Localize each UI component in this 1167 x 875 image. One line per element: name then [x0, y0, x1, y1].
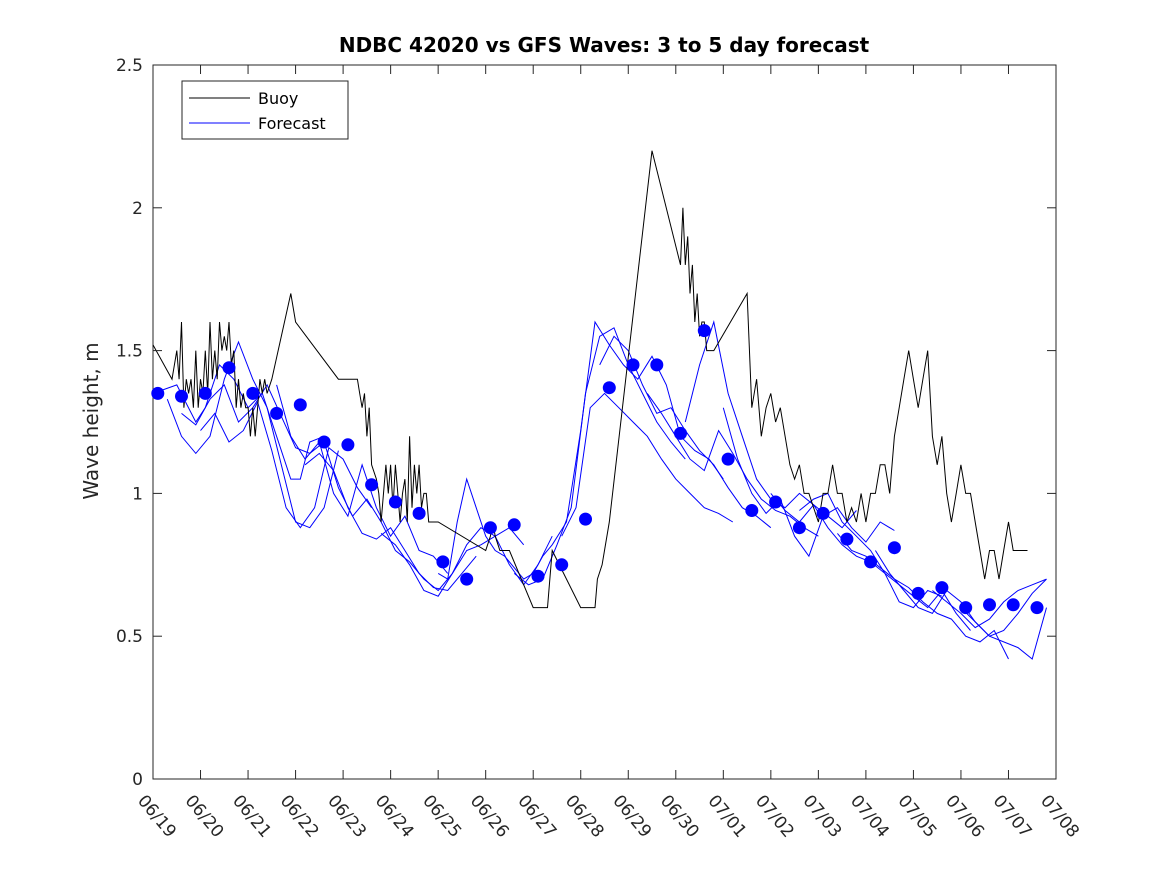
buoy-line: [152, 150, 1028, 609]
forecast-point: [674, 426, 687, 440]
forecast-point: [816, 506, 830, 520]
forecast-point: [460, 572, 474, 586]
forecast-point: [555, 558, 569, 572]
y-axis-label: Wave height, m: [79, 342, 103, 499]
y-tick-label: 1: [132, 484, 143, 504]
legend-buoy-label: Buoy: [258, 89, 298, 108]
plot-area: [151, 64, 1057, 780]
y-tick-label: 1.5: [116, 342, 143, 362]
forecast-point: [840, 532, 854, 546]
forecast-point: [697, 324, 711, 338]
forecast-run-line: [166, 340, 339, 529]
forecast-point: [436, 555, 450, 569]
forecast-run-line: [561, 392, 734, 537]
buoy-series-line: [152, 150, 1028, 609]
chart-title: NDBC 42020 vs GFS Waves: 3 to 5 day fore…: [339, 33, 870, 57]
forecast-run-line: [304, 452, 477, 592]
forecast-point: [983, 598, 996, 612]
forecast-point: [507, 518, 521, 532]
legend-forecast-label: Forecast: [258, 114, 326, 133]
forecast-point: [293, 398, 307, 412]
forecast-run-line: [932, 578, 1047, 629]
y-tick-label: 2.5: [116, 56, 143, 76]
forecast-point: [1030, 601, 1044, 615]
forecast-point: [175, 389, 188, 403]
forecast-markers: [151, 324, 1044, 615]
forecast-point: [151, 386, 165, 400]
forecast-point: [959, 601, 973, 615]
forecast-run-line: [276, 384, 449, 574]
forecast-point: [911, 586, 925, 600]
plot-frame: [152, 64, 1057, 780]
forecast-point: [602, 381, 616, 395]
forecast-point: [270, 406, 284, 420]
forecast-point: [198, 386, 212, 400]
forecast-point: [745, 504, 759, 517]
y-tick-label: 0.5: [116, 627, 143, 647]
forecast-point: [721, 452, 735, 466]
y-tick-label: 0: [132, 770, 143, 790]
y-tick-label: 2: [132, 199, 143, 219]
legend-box: [181, 80, 349, 140]
forecast-point: [246, 386, 260, 400]
forecast-run-line: [874, 550, 1047, 660]
legend: Buoy Forecast: [181, 80, 349, 140]
forecast-run-line: [837, 533, 1009, 660]
forecast-point: [887, 541, 901, 555]
forecast-point: [341, 438, 355, 452]
forecast-point: [483, 521, 497, 535]
forecast-point: [626, 358, 640, 372]
forecast-point: [1006, 598, 1020, 612]
forecast-run-line: [551, 320, 724, 546]
forecast-point: [365, 478, 379, 492]
forecast-point: [222, 361, 236, 375]
forecast-point: [317, 435, 331, 449]
forecast-point: [531, 569, 545, 583]
forecast-run-line: [960, 578, 1047, 637]
forecast-point: [864, 555, 878, 569]
forecast-point: [412, 506, 426, 520]
forecast-run-line: [722, 407, 895, 558]
forecast-point: [935, 581, 949, 595]
y-axis: 0 0.5 1 1.5 2 2.5: [116, 56, 1056, 790]
forecast-point: [769, 495, 783, 509]
forecast-point: [792, 521, 806, 535]
forecast-point: [650, 358, 664, 372]
forecast-point: [579, 512, 592, 526]
forecast-point: [388, 495, 402, 509]
forecast-run-line: [200, 400, 373, 529]
